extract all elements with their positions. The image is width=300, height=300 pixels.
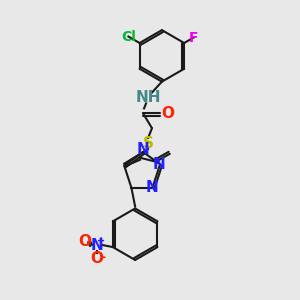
Text: N: N	[137, 142, 149, 157]
Text: N: N	[91, 238, 103, 253]
Text: O: O	[161, 106, 174, 121]
Text: N: N	[153, 157, 165, 172]
Text: +: +	[97, 236, 105, 246]
Text: Cl: Cl	[121, 30, 136, 44]
Text: S: S	[142, 136, 154, 151]
Text: -: -	[100, 250, 106, 263]
Text: N: N	[146, 180, 158, 195]
Text: F: F	[189, 31, 198, 45]
Text: O: O	[79, 234, 92, 249]
Text: O: O	[91, 251, 103, 266]
Text: NH: NH	[135, 90, 161, 105]
